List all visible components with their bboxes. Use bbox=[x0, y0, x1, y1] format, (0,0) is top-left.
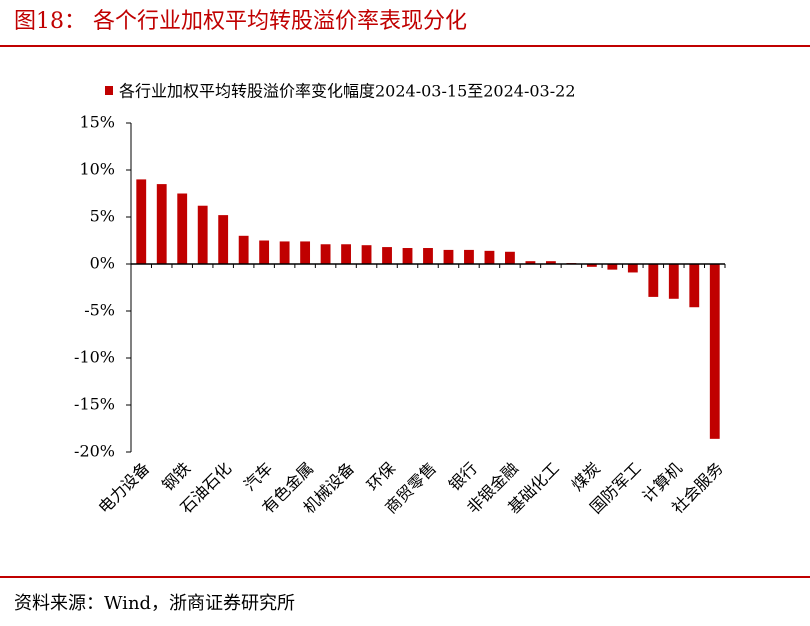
bar bbox=[443, 249, 454, 264]
bar bbox=[238, 235, 249, 264]
bar bbox=[361, 245, 372, 264]
bar bbox=[341, 244, 351, 264]
bar bbox=[648, 264, 659, 297]
x-tick-label: 电力设备 bbox=[95, 459, 154, 518]
source-note: 资料来源：Wind，浙商证券研究所 bbox=[14, 593, 295, 614]
bar bbox=[402, 248, 413, 264]
bar bbox=[382, 247, 392, 264]
x-tick-label: 煤炭 bbox=[568, 459, 604, 495]
y-tick-label: 5% bbox=[90, 207, 115, 226]
legend-label: 各行业加权平均转股溢价率变化幅度2024-03-15至2024-03-22 bbox=[119, 82, 576, 101]
y-tick-label: -15% bbox=[74, 395, 115, 414]
bar bbox=[197, 205, 208, 264]
x-tick-label: 环保 bbox=[363, 459, 399, 495]
y-tick-label: -20% bbox=[74, 442, 115, 461]
bar bbox=[668, 264, 679, 299]
y-tick-label: -5% bbox=[84, 301, 115, 320]
bar bbox=[177, 193, 188, 264]
bar bbox=[709, 264, 720, 439]
x-tick-label: 银行 bbox=[445, 459, 481, 495]
bar bbox=[320, 244, 331, 264]
y-tick-label: 0% bbox=[90, 254, 115, 273]
legend-swatch bbox=[105, 86, 113, 95]
bar bbox=[689, 264, 700, 308]
bar bbox=[545, 261, 556, 264]
bar bbox=[464, 249, 474, 264]
bar bbox=[259, 240, 270, 264]
bar bbox=[627, 264, 638, 273]
y-tick-label: 15% bbox=[79, 113, 115, 132]
bar bbox=[423, 248, 433, 264]
bar bbox=[156, 184, 167, 264]
bar bbox=[607, 264, 618, 270]
bar bbox=[505, 251, 515, 264]
bar bbox=[525, 261, 536, 264]
bar bbox=[586, 264, 597, 267]
y-tick-label: 10% bbox=[79, 160, 115, 179]
bar bbox=[484, 250, 495, 264]
bar bbox=[136, 179, 147, 264]
page-title: 图18： 各个行业加权平均转股溢价率表现分化 bbox=[14, 9, 467, 34]
x-tick-label: 钢铁 bbox=[158, 459, 194, 495]
y-tick-label: -10% bbox=[74, 348, 115, 367]
bar bbox=[279, 241, 290, 264]
x-tick-label: 汽车 bbox=[240, 459, 276, 495]
bar bbox=[300, 241, 311, 264]
bar bbox=[218, 215, 229, 264]
